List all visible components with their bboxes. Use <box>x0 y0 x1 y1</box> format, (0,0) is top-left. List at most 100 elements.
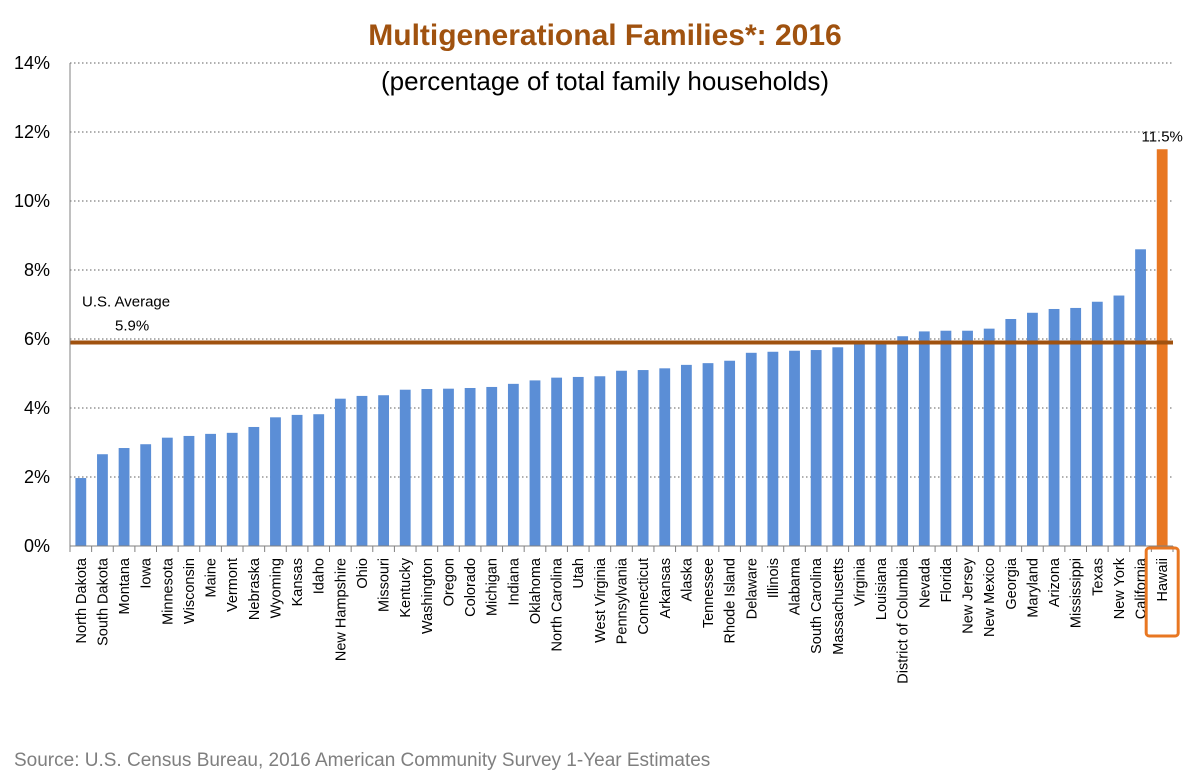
bars <box>75 149 1168 547</box>
y-tick-label: 6% <box>24 329 50 349</box>
bar <box>443 388 454 546</box>
bar <box>1048 308 1060 546</box>
bar <box>507 383 519 546</box>
bar <box>680 364 692 546</box>
x-tick-label: Pennsylvania <box>615 557 631 644</box>
bar <box>270 417 281 546</box>
bar <box>1091 301 1103 546</box>
bar <box>291 414 303 546</box>
x-tick-label: Utah <box>571 558 587 589</box>
x-tick-label: Mississippi <box>1069 558 1085 628</box>
bar <box>962 330 973 546</box>
x-tick-label: New Jersey <box>961 557 977 633</box>
bar <box>1027 312 1038 546</box>
bar <box>767 351 779 546</box>
x-tick-label: Georgia <box>1004 557 1020 610</box>
average-label: U.S. Average <box>82 293 170 310</box>
bar <box>616 370 627 546</box>
x-tick-label: Delaware <box>744 558 760 619</box>
x-tick-label: South Carolina <box>809 557 825 654</box>
bar <box>464 387 476 546</box>
y-axis-ticks: 0% 2% 4% 6% 8% 10% 12% 14% <box>14 53 50 556</box>
bar <box>140 444 152 546</box>
bar <box>637 370 649 546</box>
x-tick-label: Florida <box>939 557 955 602</box>
x-tick-label: Connecticut <box>636 558 652 635</box>
x-tick-label: Alabama <box>788 557 804 615</box>
bar-highlight <box>1156 149 1168 546</box>
bar <box>724 360 736 546</box>
x-tick-label: Tennessee <box>701 558 717 628</box>
x-tick-label: District of Columbia <box>896 557 912 684</box>
bar <box>421 389 433 546</box>
x-tick-label: Virginia <box>852 557 868 606</box>
x-tick-label: Vermont <box>225 558 241 612</box>
x-tick-label: Indiana <box>506 557 522 606</box>
x-tick-label: Oklahoma <box>528 557 544 624</box>
x-tick-label: Arizona <box>1047 557 1063 607</box>
average-line-group: U.S. Average 5.9% <box>70 293 1173 345</box>
bar <box>702 363 714 546</box>
x-tick-label: Arkansas <box>658 558 674 618</box>
x-tick-label: Wisconsin <box>182 558 198 624</box>
bar <box>97 454 108 546</box>
x-tick-label: New Mexico <box>982 558 998 637</box>
bar <box>486 386 498 546</box>
bar <box>118 448 130 546</box>
x-tick-label: Hawaii <box>1155 558 1171 602</box>
bar <box>832 347 844 546</box>
bar <box>875 341 887 546</box>
chart-subtitle: (percentage of total family households) <box>381 66 829 96</box>
x-tick-label: Michigan <box>485 558 501 616</box>
bar <box>248 426 260 546</box>
y-tick-label: 14% <box>14 53 50 73</box>
x-tick-label: Kentucky <box>398 557 414 617</box>
x-tick-label: Minnesota <box>160 557 176 625</box>
bar <box>1070 307 1082 546</box>
x-tick-label: Rhode Island <box>723 558 739 643</box>
bar <box>183 435 195 546</box>
bar <box>1135 249 1146 547</box>
bar <box>594 376 606 546</box>
bar <box>789 350 800 546</box>
x-tick-label: South Dakota <box>95 557 111 646</box>
bar <box>226 432 238 546</box>
x-tick-label: North Dakota <box>74 557 90 643</box>
y-tick-label: 12% <box>14 122 50 142</box>
x-tick-label: Idaho <box>312 558 328 594</box>
bar <box>399 389 411 546</box>
bar <box>1113 295 1125 546</box>
y-tick-label: 2% <box>24 467 50 487</box>
x-tick-label: Oregon <box>441 558 457 606</box>
x-tick-label: Nevada <box>917 557 933 608</box>
y-tick-label: 4% <box>24 398 50 418</box>
x-tick-label: Wyoming <box>268 558 284 618</box>
x-tick-label: Illinois <box>766 558 782 598</box>
x-tick-label: Nebraska <box>247 557 263 620</box>
x-axis-ticks: North Dakota South Dakota Montana Iowa Minne… <box>74 557 1171 684</box>
y-tick-label: 8% <box>24 260 50 280</box>
x-tick-label: Louisiana <box>874 557 890 620</box>
source-note: Source: U.S. Census Bureau, 2016 America… <box>14 750 710 771</box>
x-tick-label: Missouri <box>377 558 393 612</box>
x-tick-label: West Virginia <box>593 557 609 643</box>
x-tick-label: New York <box>1112 557 1128 619</box>
highlight-group: 11.5% <box>1141 128 1183 638</box>
bar <box>356 395 368 546</box>
x-tick-label: North Carolina <box>550 557 566 651</box>
bar <box>1005 318 1017 546</box>
highlight-value-label: 11.5% <box>1141 128 1182 145</box>
average-value-label: 5.9% <box>115 317 149 334</box>
bar <box>313 414 325 546</box>
bar <box>940 330 952 546</box>
bar <box>161 437 173 546</box>
axes <box>69 63 1174 552</box>
bar <box>745 352 757 546</box>
x-tick-label: Colorado <box>463 558 479 617</box>
x-tick-label: Washington <box>420 558 436 634</box>
bar <box>551 377 563 546</box>
bar <box>205 433 216 546</box>
y-tick-label: 0% <box>24 536 50 556</box>
bar <box>810 350 822 546</box>
